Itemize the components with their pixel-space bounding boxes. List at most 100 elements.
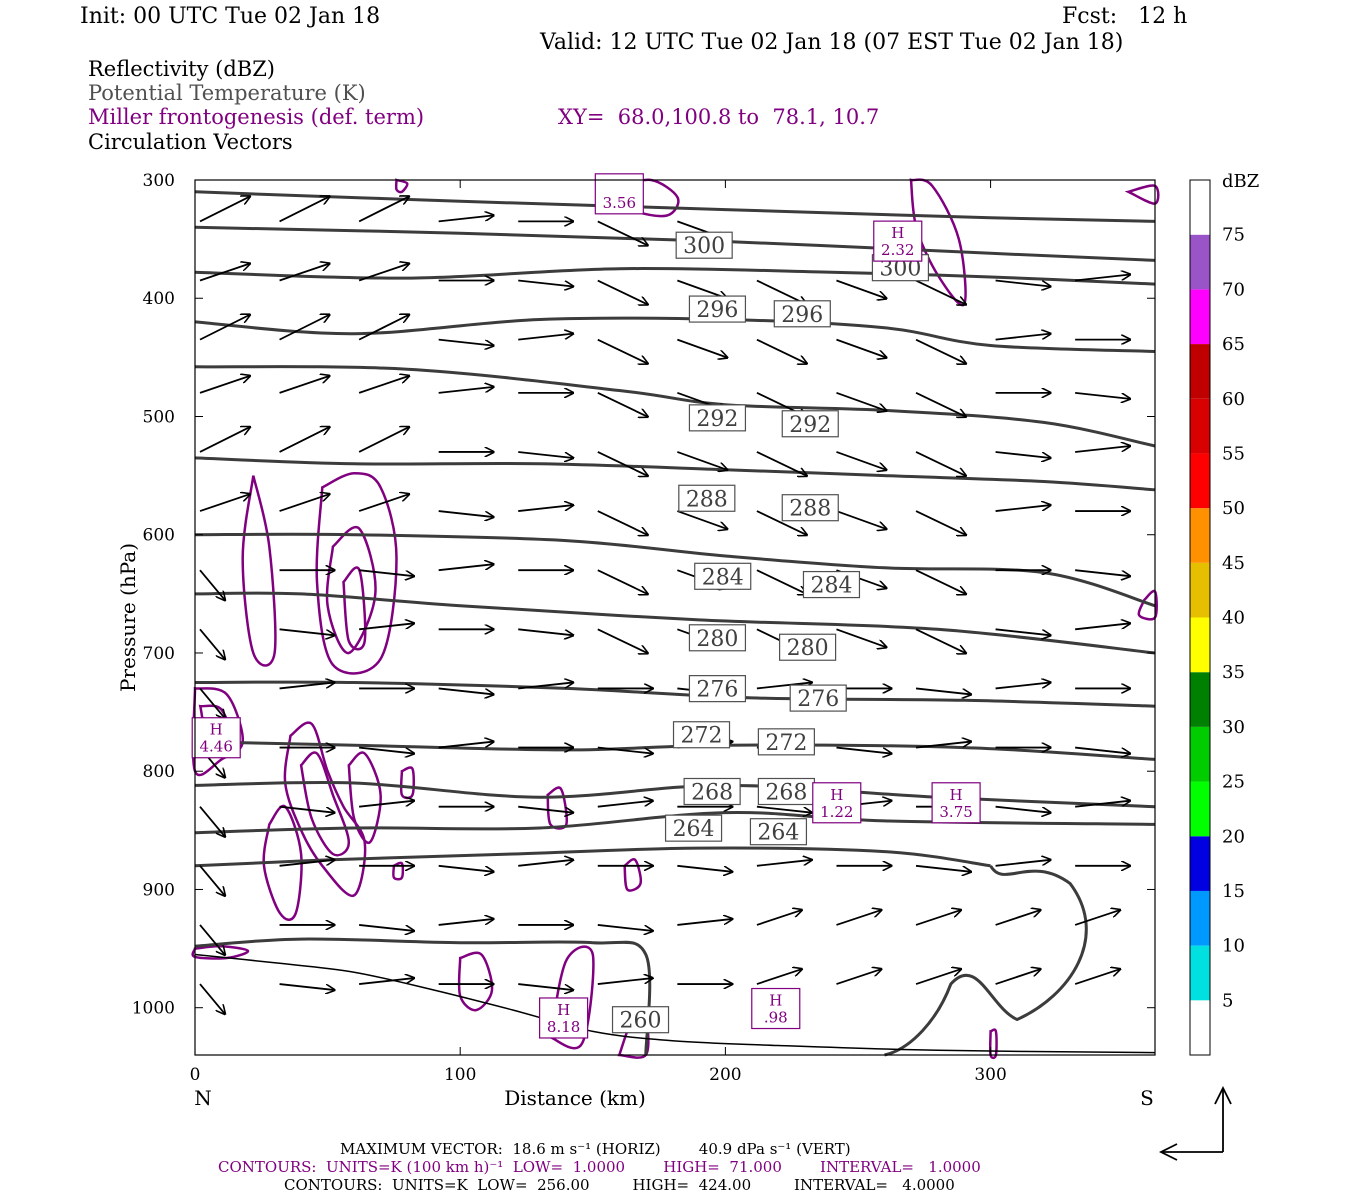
theta-label-box: [802, 570, 861, 599]
circulation-vector: [597, 220, 648, 245]
circulation-vector: [995, 505, 1051, 512]
theta-label: 268: [691, 781, 733, 806]
circulation-vector: [597, 801, 653, 808]
frontogenesis-contour: [347, 751, 382, 845]
circulation-vector: [359, 746, 414, 754]
circulation-vector: [279, 427, 330, 453]
forecast-hour: Fcst: 12 h: [1062, 4, 1188, 29]
colorbar-label: 10: [1222, 936, 1245, 957]
circulation-vector: [199, 983, 225, 1014]
circulation-vector: [438, 564, 494, 572]
vector-key-horizontal-head: [1158, 1143, 1178, 1161]
theta-label-box: [611, 1006, 670, 1034]
colorbar-swatch: [1190, 836, 1210, 891]
theta-label: 300: [683, 234, 725, 259]
circulation-vector: [438, 387, 494, 394]
circulation-vector: [279, 196, 330, 223]
theta-label: 292: [696, 407, 738, 432]
colorbar-swatch: [1190, 180, 1210, 235]
colorbar-swatch: [1190, 508, 1210, 563]
theta-contour-264-lobe: [884, 864, 1088, 1057]
circulation-vector: [279, 376, 330, 394]
circulation-vector: [199, 376, 250, 394]
y-tick-label: 900: [143, 880, 175, 900]
fronto-max-value: .98: [764, 1009, 788, 1027]
circulation-vector: [199, 196, 250, 223]
circulation-vector: [279, 264, 330, 282]
fronto-max-box: [873, 220, 923, 262]
circulation-vector: [995, 628, 1051, 635]
circulation-vector: [677, 919, 732, 926]
circulation-vector: [915, 338, 966, 364]
cross-section-endpoints: XY= 68.0,100.8 to 78.1, 10.7: [558, 105, 880, 129]
y-tick-label: 800: [143, 762, 175, 782]
theta-label: 268: [765, 781, 807, 806]
theta-label: 272: [681, 724, 723, 749]
colorbar-swatch: [1190, 289, 1210, 345]
circulation-vector: [915, 279, 966, 305]
circulation-vector: [518, 451, 573, 458]
fronto-max-box: [751, 987, 801, 1030]
circulation-vector: [279, 983, 335, 990]
theta-contour-260: [194, 937, 652, 1056]
fronto-max-h: H: [950, 786, 963, 804]
theta-label-box: [664, 814, 723, 842]
circulation-vector: [358, 315, 409, 341]
theta-label: 296: [696, 298, 738, 323]
circulation-vector: [358, 427, 409, 453]
circulation-vector: [359, 569, 414, 576]
circulation-vector: [438, 510, 494, 517]
theta-contour-info: CONTOURS: UNITS=K LOW= 256.00 HIGH= 424.…: [284, 1176, 955, 1194]
circulation-vector: [836, 969, 881, 985]
init-time: Init: 00 UTC Tue 02 Jan 18: [80, 4, 381, 29]
fronto-contour-info: CONTOURS: UNITS=K (100 km h)⁻¹ LOW= 1.00…: [218, 1158, 981, 1176]
circulation-vector: [1074, 969, 1120, 985]
circulation-vector: [836, 338, 886, 358]
x-end-label-right: S: [1140, 1086, 1154, 1110]
colorbar-swatch: [1190, 398, 1210, 454]
circulation-vector: [358, 494, 409, 512]
circulation-vector: [279, 494, 330, 512]
circulation-vector: [915, 969, 961, 985]
colorbar-label: 35: [1222, 662, 1245, 683]
circulation-vector: [597, 628, 648, 653]
circulation-vector: [199, 494, 250, 512]
colorbar-label: 70: [1222, 279, 1245, 300]
colorbar-label: 40: [1222, 608, 1245, 629]
circulation-vector: [279, 860, 335, 867]
theta-label-box: [672, 721, 731, 749]
theta-label: 296: [781, 303, 823, 328]
circulation-vector: [199, 569, 225, 600]
field-vectors: Circulation Vectors: [88, 130, 293, 154]
circulation-vector: [279, 682, 335, 690]
fronto-max-box: [539, 997, 589, 1039]
circulation-vector: [915, 742, 971, 749]
fronto-max-h: H: [210, 721, 223, 739]
plot-frame: [194, 179, 1156, 1056]
x-tick-label: 300: [974, 1065, 1006, 1085]
colorbar-label: 60: [1222, 389, 1245, 410]
y-tick-label: 600: [143, 526, 175, 546]
max-vector-text: MAXIMUM VECTOR: 18.6 m s⁻¹ (HORIZ) 40.9 …: [340, 1140, 851, 1158]
fronto-max-h: H: [891, 224, 904, 242]
theta-label: 280: [696, 627, 738, 652]
theta-label: 288: [789, 497, 831, 522]
circulation-vector: [1075, 391, 1130, 399]
circulation-vector: [438, 687, 494, 694]
circulation-vector: [597, 338, 648, 364]
circulation-vector: [995, 860, 1051, 867]
theta-label: 272: [765, 731, 807, 756]
circulation-vector: [518, 505, 573, 512]
circulation-vector: [279, 628, 335, 635]
fronto-max-value: 8.18: [547, 1018, 580, 1036]
circulation-vector: [199, 806, 225, 837]
circulation-vector: [1075, 569, 1130, 576]
circulation-vector: [597, 978, 653, 985]
circulation-vector: [518, 334, 573, 341]
circulation-vector: [677, 338, 727, 358]
theta-contour-300: [194, 190, 1156, 223]
colorbar-swatch: [1190, 726, 1210, 782]
frontogenesis-contour: [342, 566, 367, 651]
theta-label-box: [678, 484, 736, 512]
